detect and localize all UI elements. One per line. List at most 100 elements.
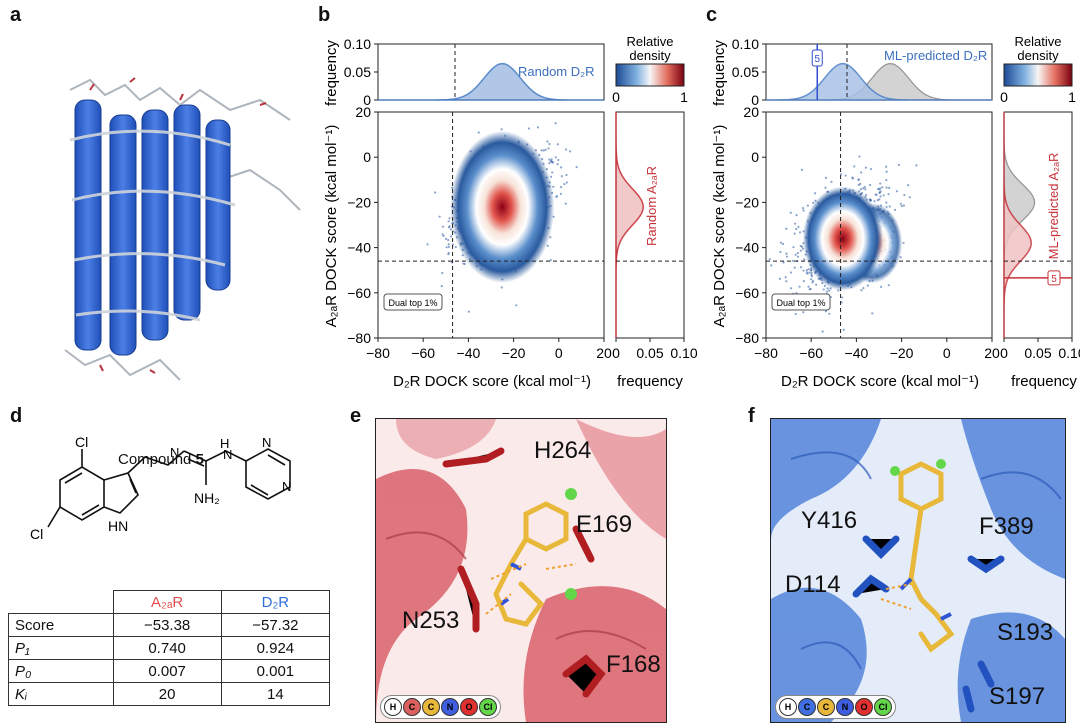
residue-f389: F389 bbox=[979, 513, 1034, 540]
scatter-point bbox=[477, 131, 480, 134]
scatter-point bbox=[895, 190, 899, 193]
atom-cl-top: Cl bbox=[75, 435, 88, 450]
scatter-point bbox=[448, 217, 451, 220]
scatter-point bbox=[826, 287, 829, 290]
scatter-point bbox=[908, 196, 911, 199]
scatter-point bbox=[915, 164, 918, 167]
scatter-point bbox=[544, 148, 547, 151]
scatter-point bbox=[447, 220, 450, 223]
scatter-point bbox=[862, 187, 865, 190]
atom-n-amide: N bbox=[223, 447, 232, 462]
scatter-point bbox=[844, 174, 847, 177]
row-label: P₀ bbox=[8, 659, 114, 683]
scatter-point bbox=[467, 310, 471, 313]
scatter-point bbox=[888, 205, 891, 208]
right-x-tick-label: 0.05 bbox=[636, 345, 663, 361]
b-colorbar-tick-1: 1 bbox=[680, 89, 688, 105]
cell: 0.740 bbox=[112, 636, 222, 660]
scatter-point bbox=[785, 255, 789, 258]
scatter-point bbox=[801, 207, 805, 210]
scatter-point bbox=[559, 192, 563, 195]
cell: 0.001 bbox=[220, 659, 331, 683]
panel-letter-f: f bbox=[748, 405, 755, 427]
scatter-point bbox=[866, 284, 869, 287]
table-row: Kᵢ 20 14 bbox=[8, 682, 331, 706]
scatter-point bbox=[449, 228, 453, 231]
cell: −53.38 bbox=[112, 613, 222, 637]
scatter-point bbox=[778, 277, 781, 280]
scatter-point bbox=[426, 243, 429, 246]
scatter-point bbox=[768, 258, 771, 261]
scatter-point bbox=[463, 262, 466, 266]
panel-letter-b: b bbox=[318, 4, 331, 26]
scatter-point bbox=[881, 186, 884, 189]
scatter-point bbox=[575, 165, 578, 169]
scatter-point bbox=[878, 188, 881, 191]
scatter-point bbox=[796, 255, 800, 258]
scatter-point bbox=[556, 143, 559, 146]
scatter-point bbox=[548, 162, 551, 165]
c-top-density-curve bbox=[765, 62, 992, 101]
c-dual-box bbox=[771, 293, 831, 311]
b-dual-label: Dual top 1% bbox=[388, 298, 437, 308]
scatter-point bbox=[853, 165, 856, 168]
atom-n-pyr1: N bbox=[282, 479, 291, 494]
legend-atom-cl: Cl bbox=[874, 698, 892, 716]
scatter-point bbox=[451, 243, 454, 246]
y-tick-label: −80 bbox=[735, 330, 759, 346]
x-tick-label: −20 bbox=[502, 345, 526, 361]
legend-atom-cl: Cl bbox=[479, 698, 497, 716]
scatter-point bbox=[805, 271, 808, 274]
scatter-point bbox=[798, 231, 802, 234]
scatter-point bbox=[500, 128, 503, 131]
legend-atom-c-yellow: C bbox=[422, 698, 440, 716]
cell: −57.32 bbox=[220, 613, 331, 637]
c-xlabel: D₂R DOCK score (kcal mol⁻¹) bbox=[781, 373, 979, 390]
scatter-point bbox=[885, 186, 888, 189]
chart-panel-b: Random D₂R Relative density 0 1 Dual top… bbox=[323, 34, 698, 390]
scatter-point bbox=[555, 195, 558, 199]
scatter-point bbox=[823, 284, 826, 288]
scatter-point bbox=[885, 165, 888, 168]
table-header-a2ar: A₂ₐR bbox=[112, 590, 222, 614]
right-x-tick-label: 0.10 bbox=[670, 345, 697, 361]
panel-letter-c: c bbox=[706, 4, 718, 26]
scatter-point bbox=[549, 259, 552, 262]
scatter-point bbox=[864, 166, 868, 169]
top-y-tick-label: 0 bbox=[751, 92, 759, 108]
x-tick-label: 0 bbox=[943, 345, 951, 361]
right-x-tick-label: 0.10 bbox=[1058, 345, 1080, 361]
scatter-point bbox=[802, 269, 805, 272]
y-tick-label: 0 bbox=[751, 149, 759, 165]
b-right-density-curve bbox=[615, 112, 644, 338]
scatter-point bbox=[873, 200, 876, 203]
y-tick-label: −40 bbox=[347, 240, 371, 256]
scatter-point bbox=[785, 252, 788, 255]
scatter-point bbox=[810, 271, 813, 274]
scatter-point bbox=[902, 241, 905, 245]
c-top-compound-label: 5 bbox=[814, 54, 820, 65]
scatter-point bbox=[863, 185, 866, 189]
scatter-point bbox=[803, 258, 806, 261]
b-right-legend: Random A₂ₐR bbox=[644, 166, 659, 246]
scatter-point bbox=[851, 176, 854, 179]
x-tick-label: −40 bbox=[845, 345, 869, 361]
b-top-density-curve bbox=[378, 62, 604, 101]
scatter-point bbox=[559, 186, 563, 189]
residue-d114: D114 bbox=[785, 571, 841, 598]
scatter-point bbox=[802, 311, 805, 314]
compound-label: Compound bbox=[118, 451, 192, 468]
legend-atom-o: O bbox=[855, 698, 873, 716]
scatter-point bbox=[548, 142, 551, 146]
scatter-point bbox=[809, 287, 812, 291]
scatter-point bbox=[869, 167, 873, 171]
scatter-point bbox=[557, 158, 560, 162]
binding-pose-a2ar: H264 E169 N253 F168 H C C N O Cl bbox=[375, 418, 667, 723]
scatter-point bbox=[795, 214, 798, 217]
scatter-point bbox=[556, 162, 559, 166]
scatter-point bbox=[549, 175, 553, 178]
scatter-point bbox=[903, 193, 906, 197]
scatter-point bbox=[438, 215, 441, 218]
scatter-point bbox=[864, 193, 868, 197]
scatter-point bbox=[798, 285, 801, 288]
